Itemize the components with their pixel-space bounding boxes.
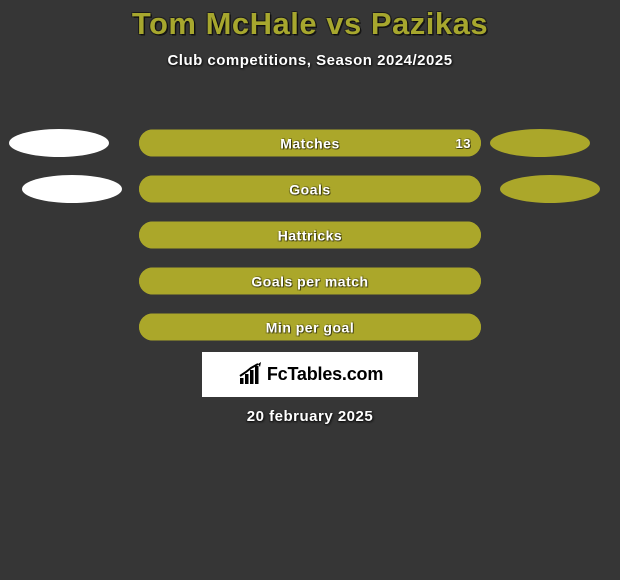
date-line: 20 february 2025 [0,408,620,425]
stat-fill-right [139,130,481,157]
stat-fill-right [139,176,481,203]
stats-arena: 13Matches Goals Hattricks Goals per match Mi… [0,120,620,350]
logo-chart-icon [237,362,263,388]
right-ellipse [490,129,590,157]
right-ellipse [500,175,600,203]
stat-pill: 13Matches [139,130,481,157]
stat-pill: Goals [139,176,481,203]
left-ellipse [9,129,109,157]
stat-pill: Goals per match [139,268,481,295]
stat-row: Goals per match [0,258,620,304]
stat-pill: Min per goal [139,314,481,341]
content: Tom McHale vs Pazikas Club competitions,… [0,0,620,580]
stat-value-right: 13 [456,136,471,151]
logo-text: FcTables.com [267,364,383,385]
stat-row: 13Matches [0,120,620,166]
stat-row: Goals [0,166,620,212]
stat-pill: Hattricks [139,222,481,249]
stat-row: Hattricks [0,212,620,258]
stat-fill-right [139,268,481,295]
page-title: Tom McHale vs Pazikas [0,6,620,42]
subtitle: Club competitions, Season 2024/2025 [0,52,620,69]
stat-fill-right [139,314,481,341]
left-ellipse [22,175,122,203]
stat-fill-right [139,222,481,249]
stat-row: Min per goal [0,304,620,350]
logo-banner: FcTables.com [202,352,418,397]
